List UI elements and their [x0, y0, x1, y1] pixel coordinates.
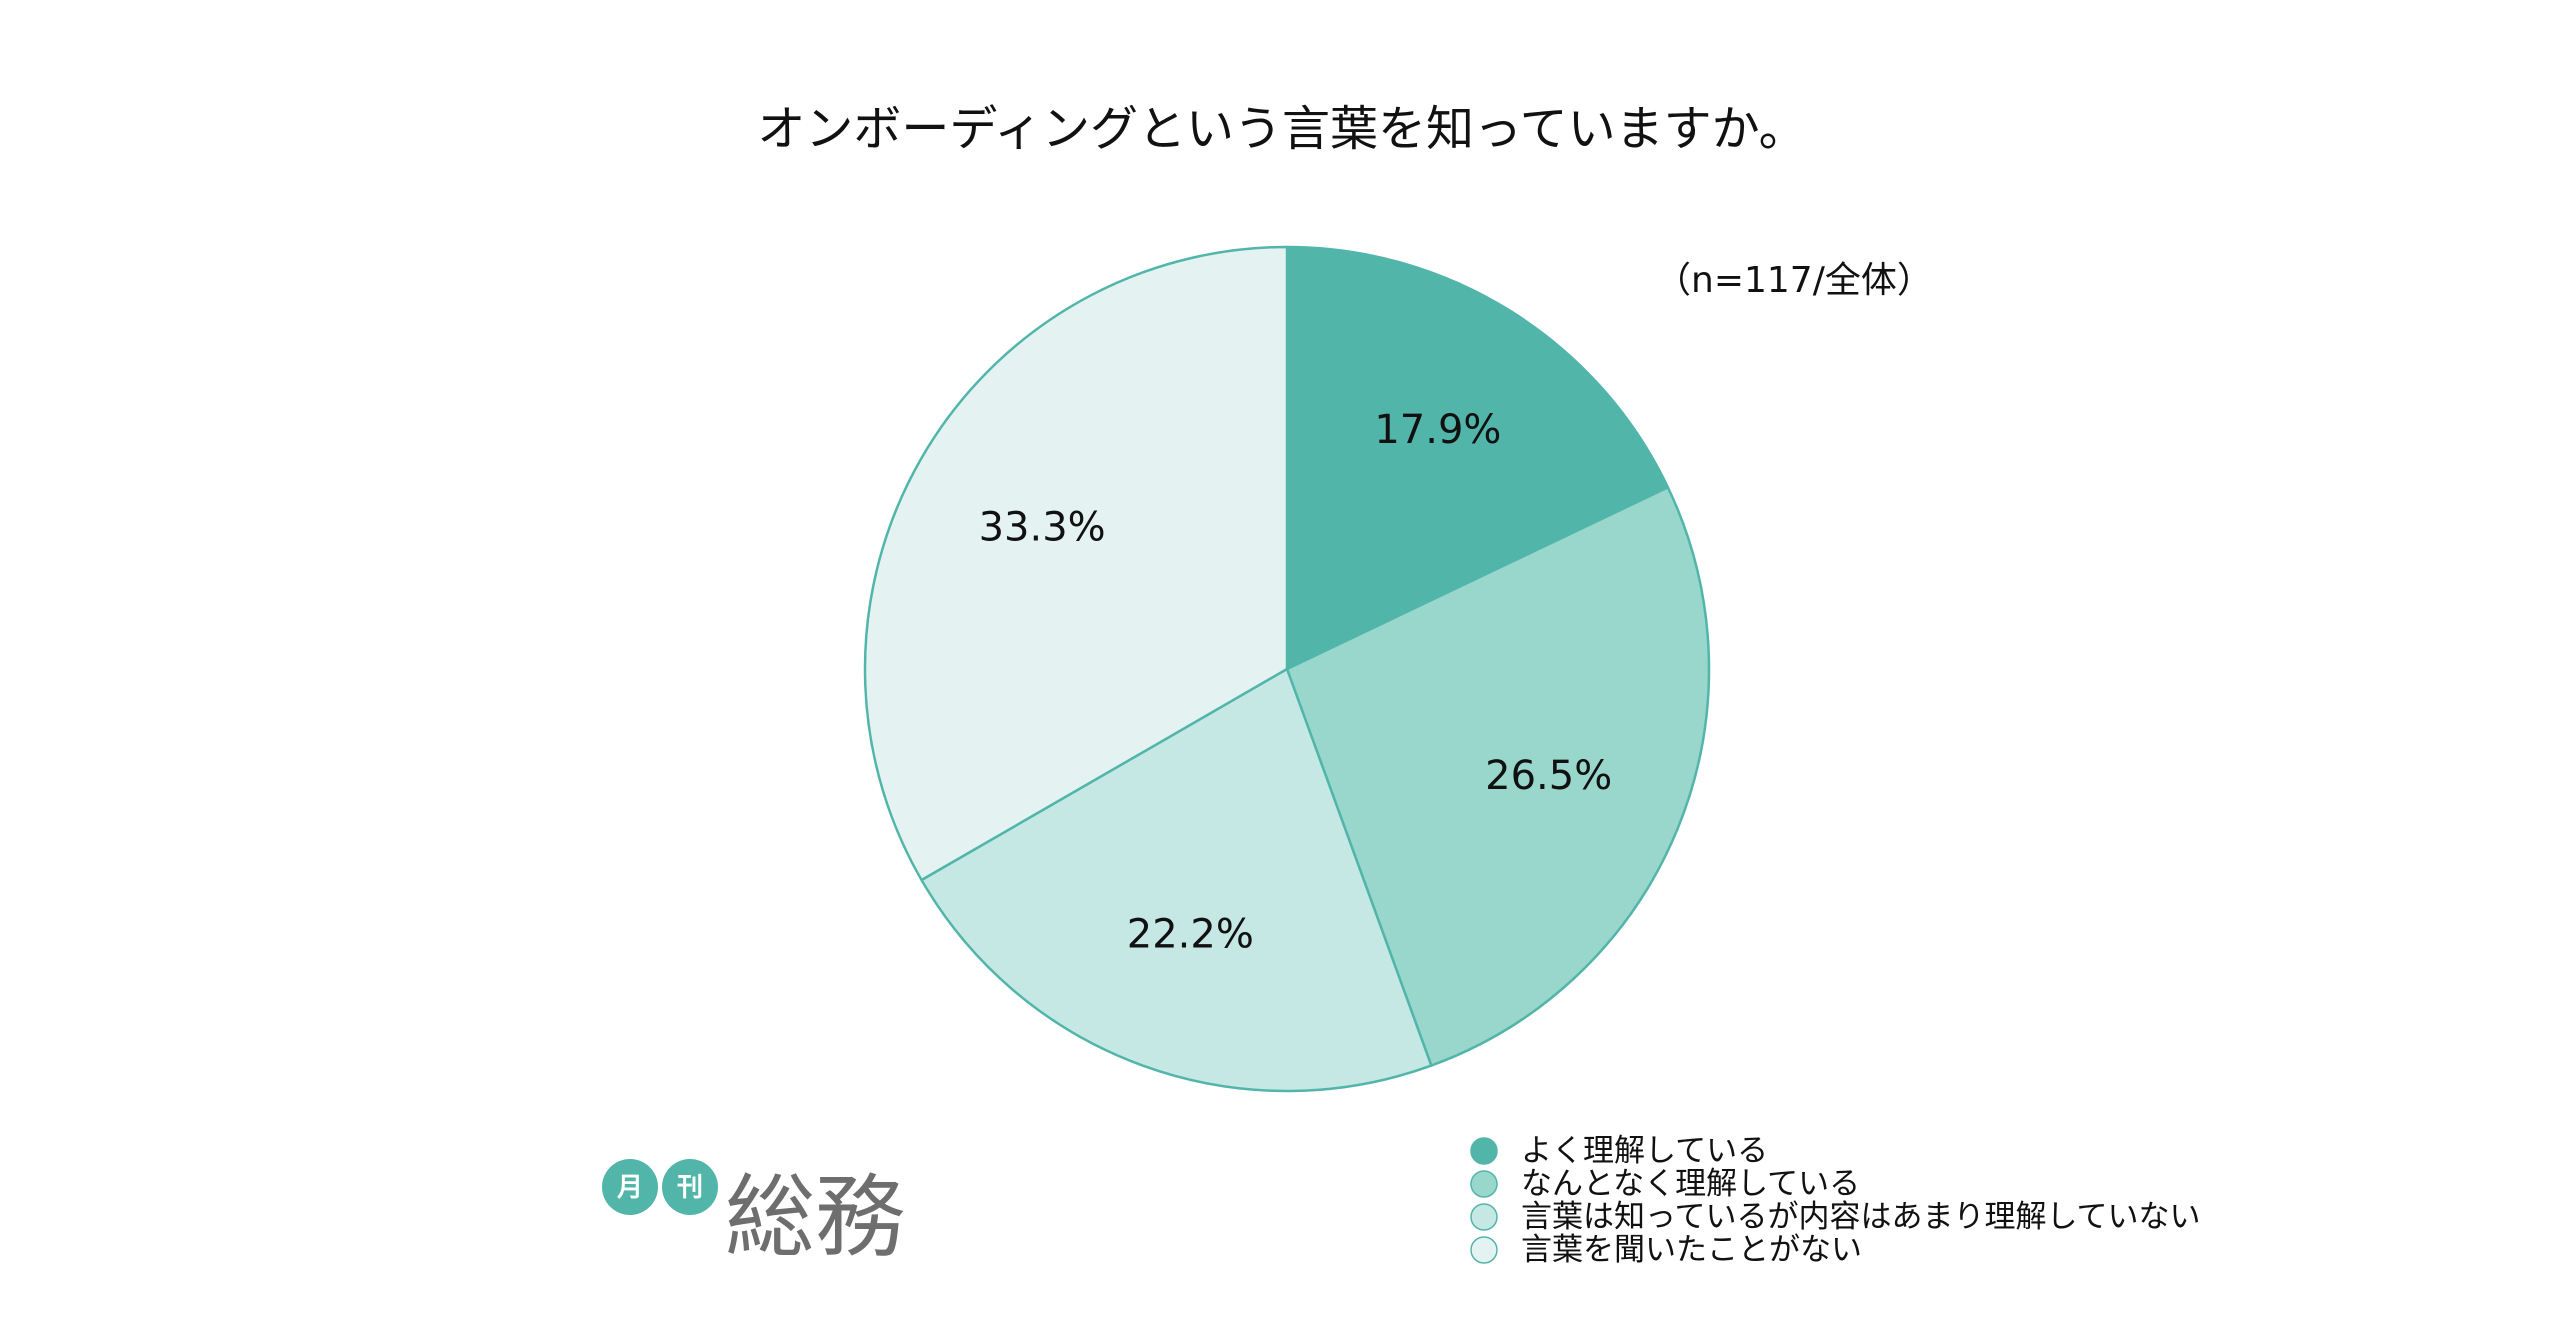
- logo-badge-2-circle: [662, 1159, 718, 1215]
- legend-label-3: 言葉は知っているが内容はあまり理解していない: [1521, 1199, 2201, 1235]
- logo-name: 総務: [725, 1165, 905, 1270]
- legend: よく理解しているなんとなく理解している言葉は知っているが内容はあまり理解していな…: [1470, 1133, 2201, 1268]
- pie-slice-3: [920, 667, 1433, 1093]
- logo-badge-1-circle: [602, 1159, 658, 1215]
- legend-swatch-2: [1470, 1170, 1498, 1198]
- legend-label-2: なんとなく理解している: [1521, 1166, 1860, 1202]
- chart-title: オンボーディングという言葉を知っていますか。: [757, 101, 1806, 157]
- legend-swatch-4: [1470, 1236, 1498, 1264]
- pie-slice-1: [1285, 245, 1670, 671]
- pie-slice-labels: 17.9% 26.5% 22.2% 33.3%: [979, 407, 1613, 958]
- pie-slice-4: [863, 245, 1289, 882]
- pie-slices: [863, 245, 1711, 1093]
- sample-size-note: （n=117/全体）: [1655, 260, 1933, 301]
- legend-swatch-3: [1470, 1203, 1498, 1231]
- legend-label-4: 言葉を聞いたことがない: [1521, 1232, 1862, 1268]
- slice-value-label-3: 22.2%: [1127, 912, 1254, 958]
- slice-value-label-4: 33.3%: [979, 505, 1106, 551]
- slice-value-label-2: 26.5%: [1485, 753, 1612, 799]
- legend-label-1: よく理解している: [1521, 1133, 1768, 1169]
- slice-value-label-1: 17.9%: [1374, 407, 1501, 453]
- logo-badge-2-text: 刊: [677, 1173, 703, 1203]
- legend-swatch-1: [1470, 1137, 1498, 1165]
- logo: 月 刊 総務: [602, 1159, 905, 1270]
- pie-slice-2: [1285, 486, 1711, 1067]
- logo-badge-1-text: 月: [616, 1173, 643, 1203]
